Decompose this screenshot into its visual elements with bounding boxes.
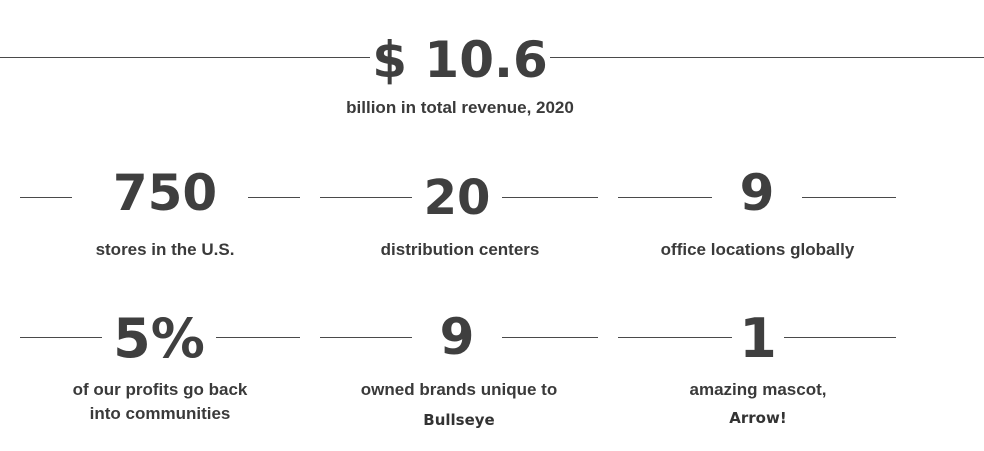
stat-offices-label: office locations globally [660, 240, 855, 259]
stat-profits-label-line1: of our profits go back [72, 380, 248, 399]
stat-stores-label: stores in the U.S. [95, 240, 235, 259]
hero-value: $ 10.6 [372, 31, 548, 89]
stat-1-mascot-rule-right [784, 337, 896, 338]
stat-profits-value: 5% [113, 307, 205, 370]
stat-20-rule-right [502, 197, 598, 198]
stat-mascot-label-line2: Arrow! [729, 409, 787, 427]
stat-distribution-label: distribution centers [380, 240, 540, 259]
stat-9-brands-rule-left [320, 337, 412, 338]
hero-rule-left [0, 57, 370, 58]
stat-brands-label-line2: Bullseye [423, 411, 495, 429]
stat-brands-value: 9 [439, 308, 475, 366]
stat-9-brands-rule-right [502, 337, 598, 338]
hero-label: billion in total revenue, 2020 [346, 98, 574, 117]
stat-mascot-label-line1: amazing mascot, [689, 380, 827, 399]
stat-9-office-rule-right [802, 197, 896, 198]
stat-1-mascot-rule-left [618, 337, 732, 338]
stat-9-office-rule-left [618, 197, 712, 198]
stat-mascot-value: 1 [739, 307, 777, 370]
stat-profits-label-line2: into communities [89, 404, 231, 423]
stat-20-rule-left [320, 197, 412, 198]
stat-stores-value: 750 [112, 164, 218, 222]
stat-distribution-value: 20 [423, 170, 491, 226]
stat-brands-label-line1: owned brands unique to [360, 380, 558, 399]
stat-offices-value: 9 [739, 164, 775, 222]
stat-5pct-rule-right [216, 337, 300, 338]
hero-rule-right [550, 57, 984, 58]
stat-5pct-rule-left [20, 337, 102, 338]
stat-750-rule-left [20, 197, 72, 198]
stat-750-rule-right [248, 197, 300, 198]
